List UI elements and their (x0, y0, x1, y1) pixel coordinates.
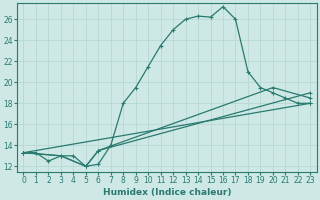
X-axis label: Humidex (Indice chaleur): Humidex (Indice chaleur) (103, 188, 231, 197)
